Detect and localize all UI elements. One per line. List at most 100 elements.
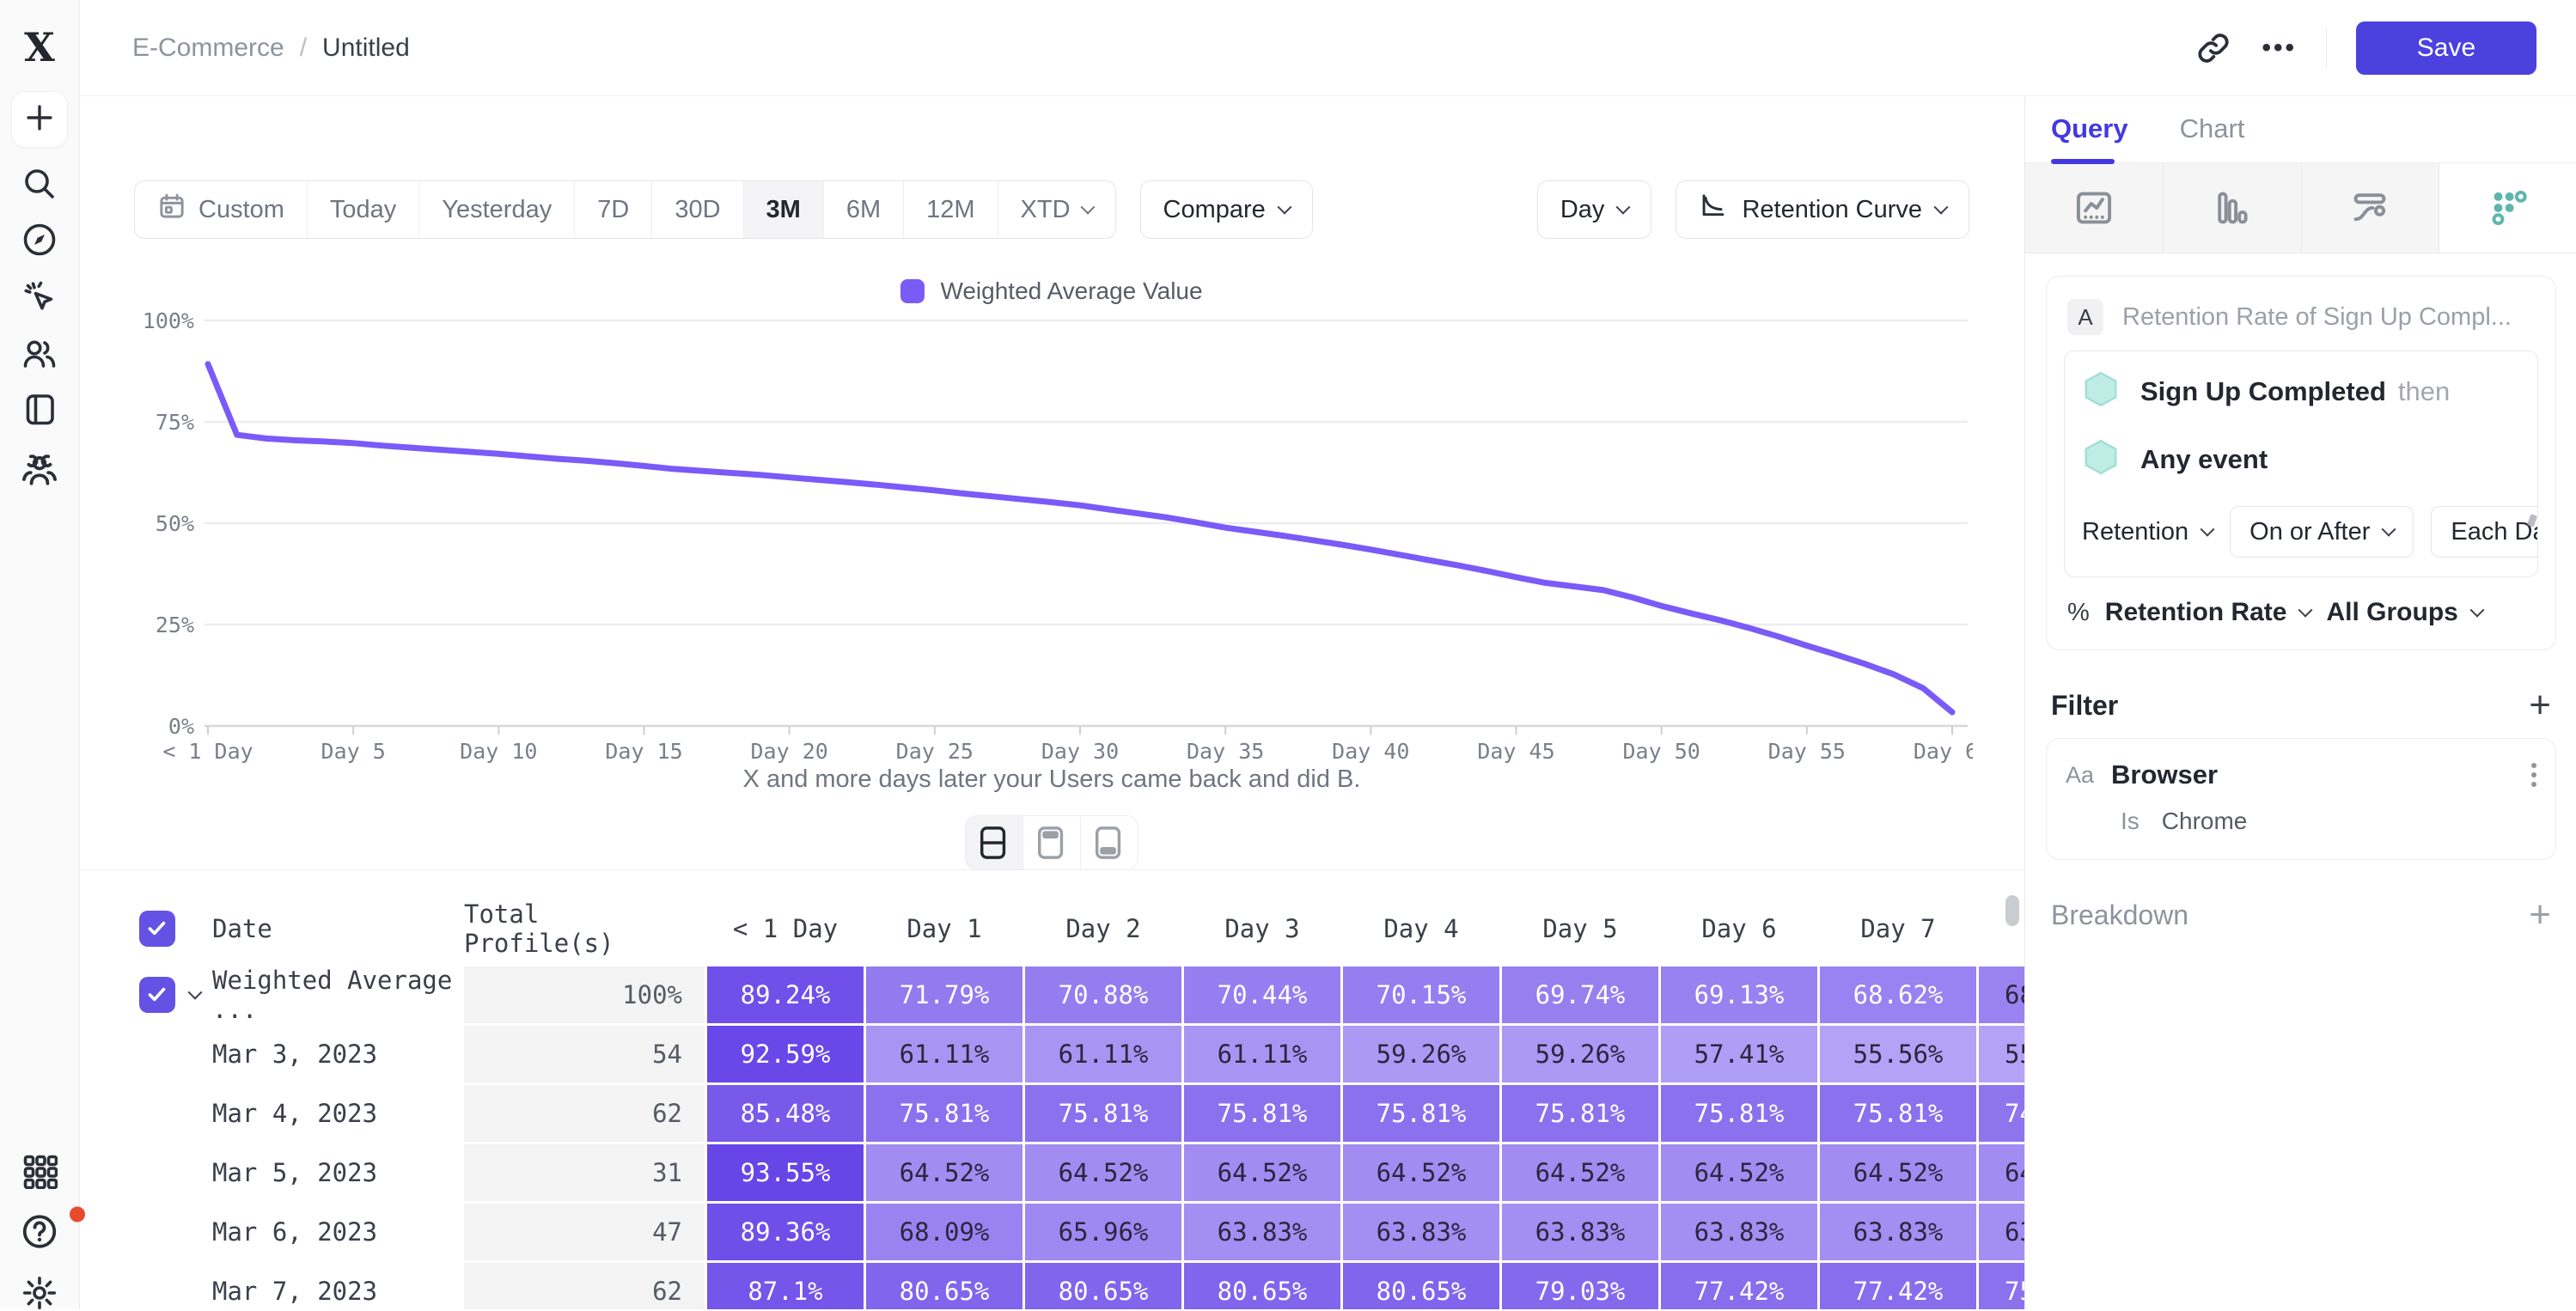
kebab-menu-icon[interactable] <box>2531 763 2536 787</box>
retention-cell[interactable]: 64.52% <box>866 1144 1022 1201</box>
vertical-scrollbar-thumb[interactable] <box>2005 895 2019 926</box>
breadcrumb-workspace[interactable]: E-Commerce <box>132 33 284 62</box>
range-6m[interactable]: 6M <box>824 181 905 238</box>
retention-cell[interactable]: 87.1% <box>707 1263 864 1309</box>
retention-cell[interactable]: 63.83% <box>1502 1204 1658 1260</box>
row-label[interactable]: Mar 3, 2023 <box>212 1040 378 1069</box>
column-header-day[interactable]: Day 4 <box>1383 914 1459 943</box>
granularity-dropdown[interactable]: Day <box>1536 180 1652 239</box>
retention-cell[interactable]: 64.52% <box>1661 1144 1817 1201</box>
retention-cell-clipped[interactable]: 63 <box>1979 1204 2024 1260</box>
retention-cell-clipped[interactable]: 64 <box>1979 1144 2024 1201</box>
retention-cell[interactable]: 75.81% <box>1184 1085 1340 1142</box>
retention-cell[interactable]: 75.81% <box>1820 1085 1976 1142</box>
row-checkbox[interactable] <box>139 911 175 947</box>
retention-cell[interactable]: 63.83% <box>1661 1204 1817 1260</box>
add-filter-button[interactable]: + <box>2529 684 2551 726</box>
column-header-total-profiles[interactable]: Total Profile(s) <box>464 899 614 958</box>
sidebar-item-events[interactable] <box>21 279 58 315</box>
retention-cell[interactable]: 71.79% <box>866 966 1022 1023</box>
retention-cell[interactable]: 89.36% <box>707 1204 864 1260</box>
retention-cell[interactable]: 64.52% <box>1820 1144 1976 1201</box>
retention-cell[interactable]: 64.52% <box>1184 1144 1340 1201</box>
row-label[interactable]: Mar 5, 2023 <box>212 1158 378 1187</box>
sidebar-item-settings[interactable] <box>21 1275 58 1311</box>
retention-cell[interactable]: 75.81% <box>866 1085 1022 1142</box>
expand-chevron-icon[interactable] <box>178 985 212 1000</box>
retention-cell[interactable]: 63.83% <box>1184 1204 1340 1260</box>
range-12m[interactable]: 12M <box>904 181 998 238</box>
query-title[interactable]: Retention Rate of Sign Up Compl... <box>2122 302 2512 331</box>
column-header-day[interactable]: Day 1 <box>906 914 982 943</box>
retention-cell[interactable]: 80.65% <box>1025 1263 1181 1309</box>
retention-cell[interactable]: 61.11% <box>866 1026 1022 1082</box>
groups-dropdown[interactable]: All Groups <box>2326 598 2485 627</box>
retention-cell-clipped[interactable]: 75 <box>1979 1263 2024 1309</box>
viz-tab-flow-chart[interactable] <box>2301 163 2440 253</box>
retention-cell[interactable]: 64.52% <box>1025 1144 1181 1201</box>
panel-tab-chart[interactable]: Chart <box>2179 113 2245 143</box>
row-label[interactable]: Mar 7, 2023 <box>212 1277 378 1306</box>
retention-dropdown[interactable]: Retention <box>2082 518 2215 546</box>
save-button[interactable]: Save <box>2356 21 2536 75</box>
row-label[interactable]: Mar 6, 2023 <box>212 1217 378 1247</box>
retention-cell[interactable]: 61.11% <box>1025 1026 1181 1082</box>
chart-legend[interactable]: Weighted Average Value <box>79 277 2024 305</box>
column-header-day[interactable]: Day 3 <box>1224 914 1300 943</box>
layout-toggle-table-view[interactable] <box>1081 816 1138 869</box>
retention-cell[interactable]: 89.24% <box>707 966 864 1023</box>
viz-tab-dot-grid[interactable] <box>2439 163 2576 253</box>
range-30d[interactable]: 30D <box>652 181 744 238</box>
retention-cell-clipped[interactable]: 74 <box>1979 1085 2024 1142</box>
column-header-day[interactable]: Day 7 <box>1860 914 1936 943</box>
sidebar-item-help[interactable] <box>0 1206 85 1255</box>
range-yesterday[interactable]: Yesterday <box>419 181 576 238</box>
event-label[interactable]: Any event <box>2140 443 2268 474</box>
each-day-dropdown[interactable]: Each Day <box>2431 506 2537 558</box>
panel-tab-query[interactable]: Query <box>2051 95 2128 164</box>
retention-cell[interactable]: 75.81% <box>1661 1085 1817 1142</box>
retention-cell[interactable]: 77.42% <box>1820 1263 1976 1309</box>
sidebar-item-explore[interactable] <box>21 222 58 258</box>
layout-toggle-chart-view[interactable] <box>1023 816 1081 869</box>
retention-cell[interactable]: 80.65% <box>1184 1263 1340 1309</box>
query-event-row[interactable]: Any event <box>2082 438 2520 480</box>
add-breakdown-button[interactable]: + <box>2529 893 2551 936</box>
retention-cell[interactable]: 85.48% <box>707 1085 864 1142</box>
range-3m[interactable]: 3M <box>743 181 824 238</box>
sidebar-item-cohorts[interactable] <box>21 451 58 489</box>
retention-cell[interactable]: 69.74% <box>1502 966 1658 1023</box>
column-header-day[interactable]: Day 2 <box>1065 914 1141 943</box>
column-header-day[interactable]: Day 6 <box>1701 914 1777 943</box>
layout-toggle-split-view[interactable] <box>966 816 1023 869</box>
retention-cell[interactable]: 80.65% <box>1343 1263 1499 1309</box>
retention-cell-clipped[interactable]: 68 <box>1979 966 2024 1023</box>
range-custom[interactable]: Custom <box>135 181 308 238</box>
retention-cell[interactable]: 75.81% <box>1343 1085 1499 1142</box>
retention-cell[interactable]: 59.26% <box>1502 1026 1658 1082</box>
filter-card[interactable]: Aa Browser Is Chrome <box>2046 738 2556 860</box>
retention-cell[interactable]: 70.44% <box>1184 966 1340 1023</box>
retention-cell[interactable]: 63.83% <box>1343 1204 1499 1260</box>
sidebar-item-users[interactable] <box>21 335 58 371</box>
viz-tab-bar-chart[interactable] <box>2163 163 2302 253</box>
metric-dropdown[interactable]: Retention Rate <box>2105 598 2313 627</box>
sidebar-item-reports[interactable] <box>21 391 58 427</box>
column-header-date[interactable]: Date <box>212 914 272 943</box>
retention-cell-clipped[interactable]: 55 <box>1979 1026 2024 1082</box>
filter-property[interactable]: Browser <box>2111 759 2219 790</box>
retention-cell[interactable]: 68.09% <box>866 1204 1022 1260</box>
retention-cell[interactable]: 92.59% <box>707 1026 864 1082</box>
more-menu-icon[interactable]: ••• <box>2262 33 2297 62</box>
retention-cell[interactable]: 59.26% <box>1343 1026 1499 1082</box>
chart-type-dropdown[interactable]: Retention Curve <box>1676 180 1969 239</box>
retention-cell[interactable]: 68.62% <box>1820 966 1976 1023</box>
filter-operator[interactable]: Is <box>2121 808 2140 834</box>
add-button[interactable] <box>11 91 68 148</box>
copy-link-icon[interactable] <box>2194 29 2232 67</box>
breadcrumb-report-title[interactable]: Untitled <box>322 33 410 62</box>
retention-curve-chart[interactable]: 100% 75% 50% 25% 0%< 1 Day Day 5 Day 10 Day 15 D… <box>131 310 1973 808</box>
on-or-after-dropdown[interactable]: On or After <box>2230 506 2414 558</box>
row-label[interactable]: Mar 4, 2023 <box>212 1099 378 1128</box>
column-header-day[interactable]: Day 5 <box>1542 914 1618 943</box>
